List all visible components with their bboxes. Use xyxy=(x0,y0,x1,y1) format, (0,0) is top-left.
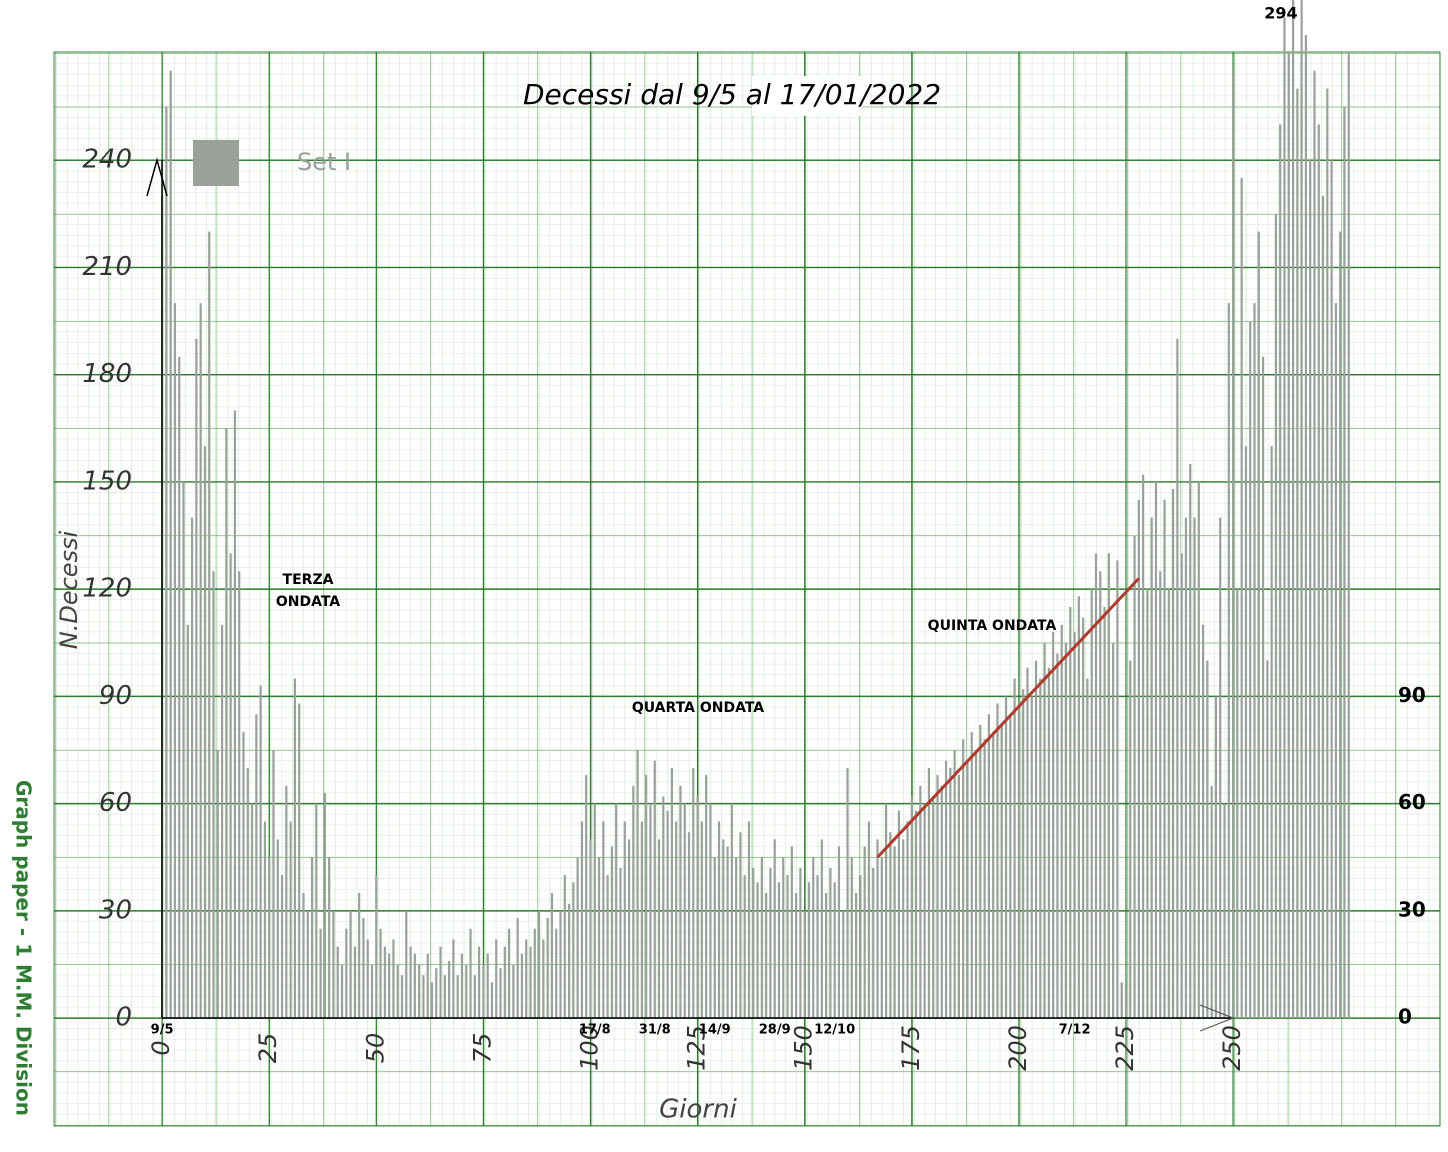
date-label: 7/12 xyxy=(1059,1023,1091,1038)
date-label: 9/5 xyxy=(151,1023,174,1038)
trend-line xyxy=(876,577,1140,859)
x-tick-label: 150 xyxy=(790,1025,818,1071)
grid xyxy=(54,52,1440,1126)
date-label: 17/8 xyxy=(579,1023,611,1038)
y2-tick-label: 60 xyxy=(1398,790,1426,814)
x-tick-label: 75 xyxy=(468,1033,496,1064)
y-tick-label: 150 xyxy=(82,466,132,496)
annotation: QUARTA ONDATA xyxy=(632,700,764,716)
x-tick-label: 200 xyxy=(1004,1025,1032,1071)
y-axis-label: N.Decessi xyxy=(55,530,83,649)
y-axis-arrow xyxy=(146,157,168,197)
legend-label: Set I xyxy=(297,148,351,176)
title-bg xyxy=(752,76,862,116)
data-label: 294 xyxy=(1264,4,1297,23)
bars xyxy=(160,0,1350,1019)
y-tick-label: 210 xyxy=(82,252,132,282)
x-axis-label: Giorni xyxy=(659,1095,737,1125)
annotation: QUINTA ONDATA xyxy=(928,618,1057,634)
chart-title: Decessi dal 9/5 al 17/01/2022 xyxy=(523,78,941,111)
annotation: TERZA xyxy=(283,572,334,588)
date-label: 31/8 xyxy=(639,1023,671,1038)
x-tick-label: 175 xyxy=(897,1025,925,1071)
y-tick-label: 0 xyxy=(115,1003,132,1033)
x-tick-label: 125 xyxy=(683,1025,711,1071)
y-tick-label: 120 xyxy=(82,574,132,604)
y-tick-label: 240 xyxy=(82,145,132,175)
date-label: 14/9 xyxy=(699,1023,731,1038)
date-label: 12/10 xyxy=(814,1023,855,1038)
y2-tick-label: 30 xyxy=(1398,897,1426,921)
x-tick-label: 225 xyxy=(1111,1025,1139,1071)
x-tick-label: 50 xyxy=(361,1033,389,1064)
y-tick-label: 60 xyxy=(99,788,132,818)
x-tick-label: 0 xyxy=(147,1040,175,1055)
date-label: 28/9 xyxy=(759,1023,791,1038)
side-note: Graph paper - 1 M.M. Division xyxy=(12,780,36,1116)
x-tick-label: 25 xyxy=(254,1033,282,1064)
y-tick-label: 90 xyxy=(99,681,132,711)
x-axis-arrow xyxy=(1199,1004,1235,1032)
legend-swatch xyxy=(193,140,239,186)
x-tick-label: 250 xyxy=(1218,1025,1246,1071)
y-tick-label: 180 xyxy=(82,359,132,389)
y2-tick-label: 0 xyxy=(1398,1005,1412,1029)
y2-tick-label: 90 xyxy=(1398,683,1426,707)
y-tick-label: 30 xyxy=(99,895,132,925)
annotation: ONDATA xyxy=(276,594,340,610)
x-tick-label: 100 xyxy=(575,1025,603,1071)
